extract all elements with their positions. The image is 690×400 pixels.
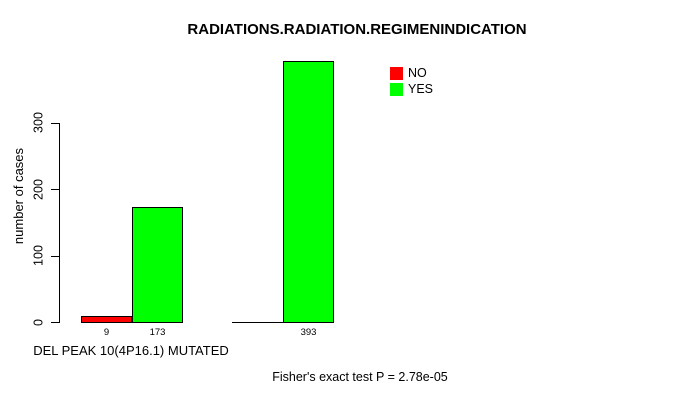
legend: NO YES — [390, 65, 433, 97]
bar-value-label: 393 — [300, 327, 317, 338]
y-tick-label: 300 — [31, 112, 46, 134]
legend-swatch-yes — [390, 82, 403, 96]
footnote-pvalue: Fisher's exact test P = 2.78e-05 — [272, 370, 448, 384]
x-axis-label: DEL PEAK 10(4P16.1) MUTATED — [33, 343, 229, 358]
bar-value-label: 173 — [149, 327, 166, 338]
y-tick — [51, 122, 59, 124]
bar-value-label: 9 — [103, 327, 110, 338]
y-tick-label: 0 — [31, 318, 46, 326]
legend-label: NO — [408, 65, 427, 80]
bar-no-group1 — [81, 316, 132, 323]
legend-swatch-no — [390, 66, 403, 80]
y-tick — [51, 322, 59, 323]
legend-label: YES — [408, 81, 434, 96]
y-tick — [51, 255, 59, 257]
y-tick — [51, 189, 59, 191]
chart-title: RADIATIONS.RADIATION.REGIMENINDICATION — [187, 21, 527, 38]
y-axis-line — [59, 122, 60, 323]
bar-yes-group2 — [283, 61, 334, 323]
bar-yes-group1 — [132, 207, 183, 323]
legend-item-yes: YES — [390, 81, 433, 97]
bar-no-group2-zero — [232, 322, 283, 323]
legend-item-no: NO — [390, 65, 433, 81]
y-tick-label: 100 — [31, 245, 46, 267]
y-axis-label: number of cases — [11, 147, 26, 245]
y-tick-label: 200 — [31, 178, 46, 200]
